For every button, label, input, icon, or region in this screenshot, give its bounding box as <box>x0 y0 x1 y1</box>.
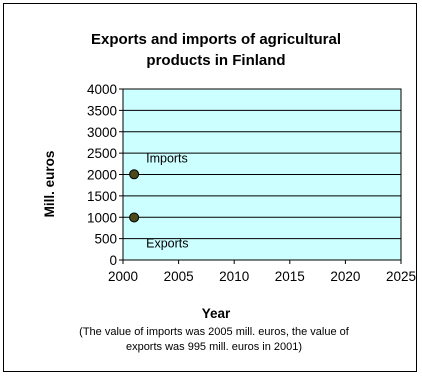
x-axis-ticks: 2000 2005 2010 2015 2020 2025 <box>108 260 416 284</box>
y-tick-label: 500 <box>94 232 117 247</box>
y-tick-label: 1500 <box>87 189 117 204</box>
data-points <box>129 169 140 223</box>
chart-note-line-1: (The value of imports was 2005 mill. eur… <box>79 326 350 338</box>
chart-canvas: Exports and imports of agricultural prod… <box>42 31 416 353</box>
x-tick-label: 2000 <box>108 269 138 284</box>
chart-frame: Exports and imports of agricultural prod… <box>3 3 417 372</box>
y-tick-label: 1000 <box>87 210 117 225</box>
y-axis-ticks: 0 500 1000 1500 2000 2500 3000 3500 4000 <box>87 82 123 268</box>
x-tick-label: 2025 <box>386 269 416 284</box>
chart-note-line-2: exports was 995 mill. euros in 2001) <box>126 341 302 353</box>
y-tick-label: 2000 <box>87 168 117 183</box>
data-labels: Imports Exports <box>146 151 188 250</box>
y-tick-label: 3500 <box>87 103 117 118</box>
y-tick-label: 4000 <box>87 82 117 97</box>
x-tick-label: 2015 <box>275 269 305 284</box>
chart-title-line-1: Exports and imports of agricultural <box>91 31 341 48</box>
label-exports: Exports <box>146 236 188 250</box>
label-imports: Imports <box>146 151 188 165</box>
y-tick-label: 0 <box>109 253 117 268</box>
y-tick-label: 3000 <box>87 125 117 140</box>
point-exports <box>129 212 140 223</box>
x-axis-title: Year <box>202 306 231 321</box>
x-tick-label: 2020 <box>330 269 360 284</box>
point-imports <box>129 169 140 180</box>
y-axis-title: Mill. euros <box>42 151 57 218</box>
x-tick-label: 2010 <box>219 269 249 284</box>
y-tick-label: 2500 <box>87 146 117 161</box>
chart-title-line-2: products in Finland <box>146 52 285 69</box>
x-tick-label: 2005 <box>164 269 194 284</box>
